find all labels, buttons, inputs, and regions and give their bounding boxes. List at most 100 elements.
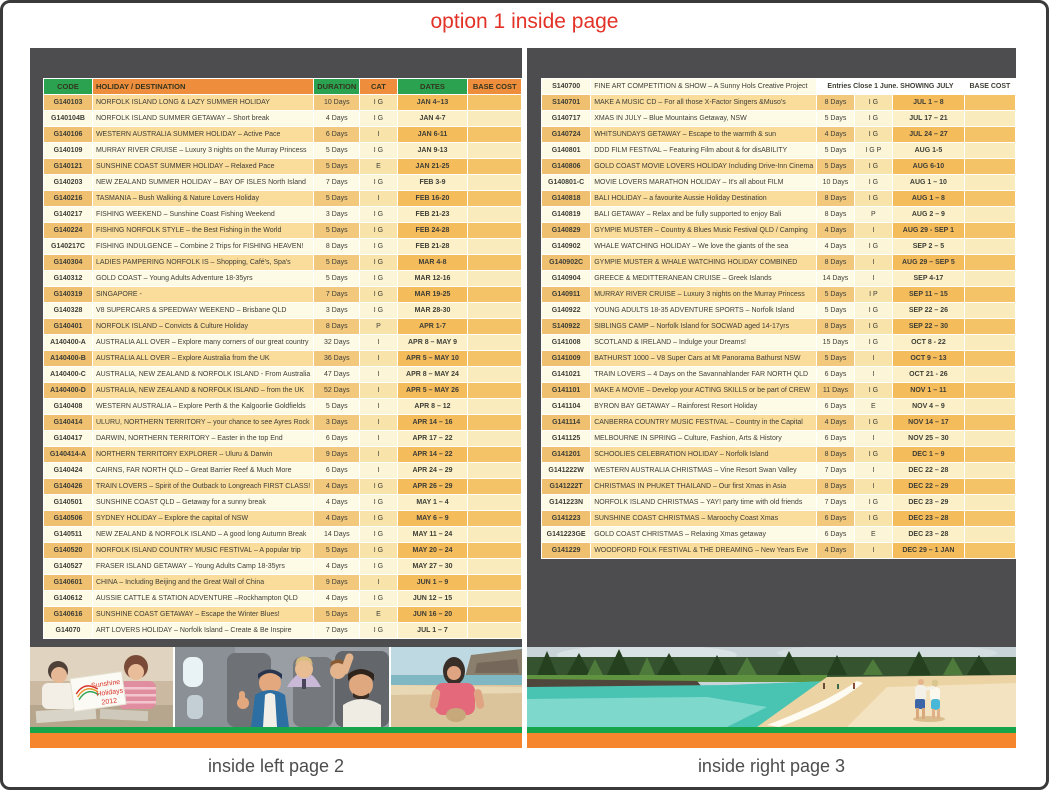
cell-cat: I G <box>359 222 398 239</box>
table-row: G141222W WESTERN AUSTRALIA CHRISTMAS – Vi… <box>540 462 1017 479</box>
cell-dates: MAY 6 – 9 <box>396 510 469 527</box>
cell-cat: I G <box>359 622 398 639</box>
cell-cat: I <box>853 462 894 479</box>
table-row: G14070 ART LOVERS HOLIDAY – Norfolk Islan… <box>43 622 522 639</box>
table-row: G140328 V8 SUPERCARS & SPEEDWAY WEEKEND –… <box>43 302 522 319</box>
cell-code: G140319 <box>43 286 93 303</box>
cell-cat: I <box>359 350 398 367</box>
cell-base <box>467 510 522 527</box>
cell-destination: MAKE A MUSIC CD – For all those X-Factor… <box>590 94 818 111</box>
cell-dates: SEP 11 – 15 <box>892 286 965 303</box>
cell-duration: 4 Days <box>816 126 855 143</box>
cell-duration: 6 Days <box>313 462 361 479</box>
cell-cat: I G <box>853 126 894 143</box>
cell-duration: 11 Days <box>816 382 855 399</box>
cell-destination: MURRAY RIVER CRUISE – Luxury 3 nights on… <box>590 286 818 303</box>
cell-code: G141009 <box>540 350 592 367</box>
cell-base <box>467 574 522 591</box>
cell-destination: ULURU, NORTHERN TERRITORY – your chance … <box>91 414 315 431</box>
cell-code: G14070 <box>43 622 93 639</box>
cell-code: G140312 <box>43 270 93 287</box>
inside-right-page-panel: S140700 FINE ART COMPETITION & SHOW – A … <box>527 48 1017 748</box>
cell-destination: ART LOVERS HOLIDAY – Norfolk Island – Cr… <box>91 622 315 639</box>
table-row: G140819 BALI GETAWAY – Relax and be fully… <box>540 206 1017 223</box>
cell-destination: MOVIE LOVERS MARATHON HOLIDAY – It's all… <box>590 174 818 191</box>
cell-base <box>467 318 522 335</box>
cell-dates: APR 5 – MAY 26 <box>396 382 469 399</box>
cell-destination: NORFOLK ISLAND SUMMER GETAWAY – Short br… <box>91 110 315 127</box>
cell-destination: NEW ZEALAND & NORFOLK ISLAND – A good lo… <box>91 526 315 543</box>
table-row: G141125 MELBOURNE IN SPRING – Culture, Fa… <box>540 430 1017 447</box>
cell-code: G141222T <box>540 478 592 495</box>
cell-duration: 8 Days <box>313 318 361 335</box>
cell-cat: I G <box>853 414 894 431</box>
cell-code: G140203 <box>43 174 93 191</box>
cell-cat: I G <box>853 494 894 511</box>
cell-base <box>467 174 522 191</box>
table-row: G141223GE GOLD COAST CHRISTMAS – Relaxing… <box>540 526 1017 543</box>
sign-text-line2: Holidays <box>96 687 124 698</box>
cell-dates: SEP 22 – 26 <box>892 302 965 319</box>
table-row: G140417 DARWIN, NORTHERN TERRITORY – East… <box>43 430 522 447</box>
cell-base <box>963 126 1017 143</box>
cell-duration: 32 Days <box>313 334 361 351</box>
cell-destination: NORFOLK ISLAND CHRISTMAS – YAY! party ti… <box>590 494 818 511</box>
cell-code: S140701 <box>540 94 592 111</box>
cell-destination: GOLD COAST – Young Adults Adventure 18-3… <box>91 270 315 287</box>
entries-notice: Entries Close 1 June. SHOWING JULY <box>816 78 965 95</box>
cell-base <box>467 222 522 239</box>
table-row: G140424 CAIRNS, FAR NORTH QLD – Great Bar… <box>43 462 522 479</box>
cell-code: G140103 <box>43 94 93 111</box>
cell-dates: NOV 14 – 17 <box>892 414 965 431</box>
table-row: G140216 TASMANIA – Bush Walking & Nature … <box>43 190 522 207</box>
cell-code: G140902 <box>540 238 592 255</box>
cell-duration: 9 Days <box>313 574 361 591</box>
cell-base <box>467 254 522 271</box>
cell-dates: APR 8 – 12 <box>396 398 469 415</box>
cell-cat: I G <box>853 446 894 463</box>
header-dates: DATES <box>396 78 469 95</box>
cell-dates: AUG 1-5 <box>892 142 965 159</box>
cell-cat: I <box>853 366 894 383</box>
cell-code: G140922 <box>540 302 592 319</box>
table-row: G140902 WHALE WATCHING HOLIDAY – We love … <box>540 238 1017 255</box>
cell-base <box>467 238 522 255</box>
cell-duration: 5 Days <box>313 222 361 239</box>
table-row: G140911 MURRAY RIVER CRUISE – Luxury 3 ni… <box>540 286 1017 303</box>
cell-code: G141223 <box>540 510 592 527</box>
cell-destination: NEW ZEALAND SUMMER HOLIDAY – BAY OF ISLE… <box>91 174 315 191</box>
cell-base <box>467 302 522 319</box>
cell-cat: P <box>359 318 398 335</box>
cell-base <box>467 526 522 543</box>
table-row: S140701 MAKE A MUSIC CD – For all those X… <box>540 94 1017 111</box>
cell-dates: FEB 21-23 <box>396 206 469 223</box>
table-row: G140501 SUNSHINE COAST QLD – Getaway for … <box>43 494 522 511</box>
cell-destination: SUNSHINE COAST GETAWAY – Escape the Wint… <box>91 606 315 623</box>
sign-text-line1: Sunshine <box>91 679 121 690</box>
cell-duration: 3 Days <box>313 206 361 223</box>
cell-destination: SCOTLAND & IRELAND – Indulge your Dreams… <box>590 334 818 351</box>
cell-code: G140217 <box>43 206 93 223</box>
cell-code: G140106 <box>43 126 93 143</box>
cell-dates: DEC 29 – 1 JAN <box>892 542 965 559</box>
cell-cat: I G <box>359 286 398 303</box>
cell-destination: GOLD COAST MOVIE LOVERS HOLIDAY Includin… <box>590 158 818 175</box>
cell-duration: 4 Days <box>313 478 361 495</box>
cell-code: G140104B <box>43 110 93 127</box>
cell-base <box>467 126 522 143</box>
table-row: G140902C GYMPIE MUSTER & WHALE WATCHING H… <box>540 254 1017 271</box>
cell-duration: 6 Days <box>816 510 855 527</box>
cell-dates: JAN 9-13 <box>396 142 469 159</box>
cell-cat: I G <box>359 590 398 607</box>
cell-cat: I G <box>359 270 398 287</box>
table-row: S140922 SIBLINGS CAMP – Norfolk Island fo… <box>540 318 1017 335</box>
cell-code: G140408 <box>43 398 93 415</box>
cell-code: G140904 <box>540 270 592 287</box>
green-stripe <box>30 727 522 733</box>
cell-code: A140400-C <box>43 366 93 383</box>
cell-base <box>963 318 1017 335</box>
cell-code: G140426 <box>43 478 93 495</box>
header-base-cost: BASE COST <box>467 78 522 95</box>
cell-cat: I P <box>853 286 894 303</box>
table-header-row: CODE HOLIDAY / DESTINATION DURATION CAT … <box>43 78 522 95</box>
